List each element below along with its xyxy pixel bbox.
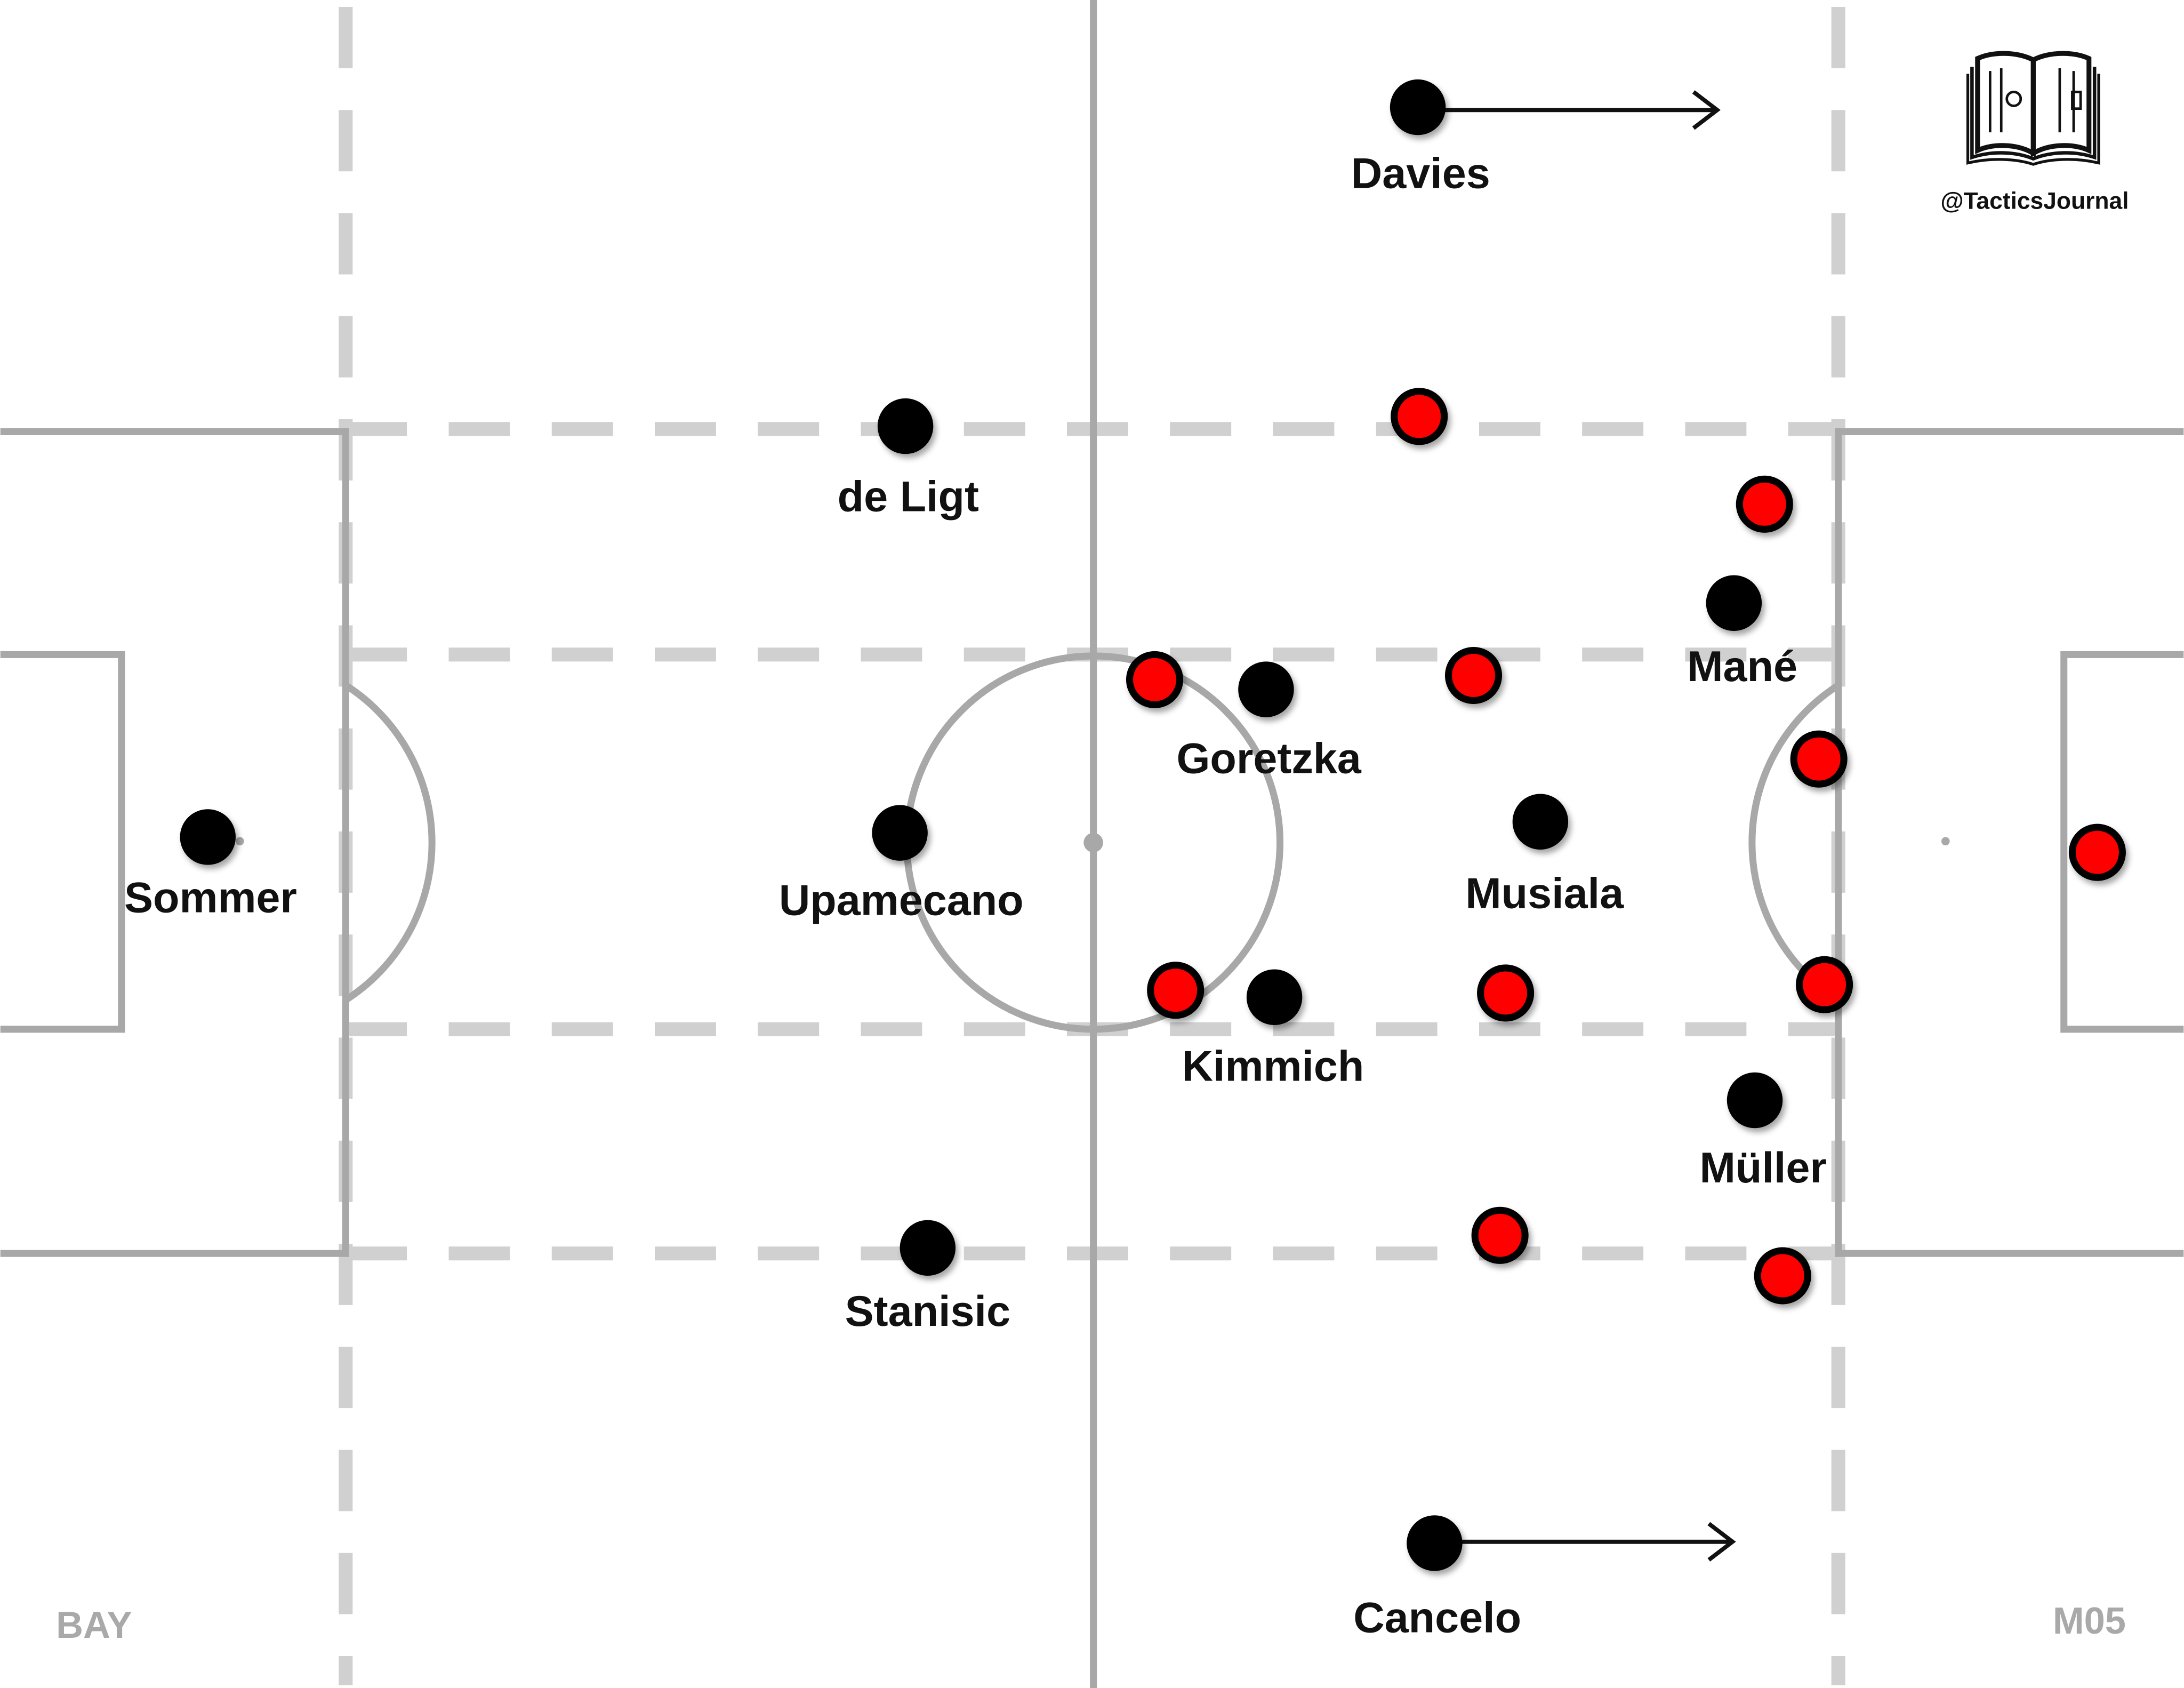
player-label: Goretzka (1176, 734, 1361, 782)
centre-spot (1083, 833, 1103, 853)
movement-arrow-cancelo (1434, 1522, 1736, 1562)
player-label: Musiala (1465, 870, 1624, 918)
player-upamecano: Upamecano (779, 805, 1024, 925)
player-mane: Mané (1687, 575, 1797, 691)
player-muller: Müller (1700, 1072, 1827, 1192)
player-label: Sommer (124, 874, 297, 922)
player-label: Mané (1687, 643, 1797, 691)
player-label: de Ligt (838, 473, 979, 521)
player-marker (1727, 1072, 1783, 1129)
player-kimmich: Kimmich (1182, 969, 1364, 1090)
open-book-icon (1966, 51, 2100, 166)
player-cancelo: Cancelo (1353, 1515, 1521, 1642)
player-label: Davies (1351, 150, 1490, 198)
player-marker (1512, 794, 1569, 850)
player-label: Stanisic (845, 1287, 1010, 1335)
away-player-marker (1126, 651, 1184, 708)
penalty-spot-left (235, 837, 244, 846)
player-musiala: Musiala (1465, 794, 1624, 918)
player-marker (1706, 575, 1762, 631)
player-marker (877, 398, 934, 454)
home-team-label: BAY (56, 1604, 132, 1646)
player-label: Upamecano (779, 877, 1024, 925)
player-marker (900, 1220, 956, 1276)
player-marker (872, 805, 928, 861)
player-goretzka: Goretzka (1176, 661, 1362, 782)
player-label: Müller (1700, 1144, 1827, 1192)
player-label: Cancelo (1353, 1594, 1521, 1642)
player-marker (1246, 969, 1303, 1025)
player-label: Kimmich (1182, 1042, 1364, 1090)
away-player-marker (1754, 1247, 1811, 1305)
player-de-ligt: de Ligt (838, 398, 979, 521)
watermark-handle: @TacticsJournal (1940, 188, 2129, 214)
away-player-marker (1736, 475, 1793, 533)
away-player-marker (1471, 1206, 1529, 1264)
penalty-spot-right (1941, 837, 1950, 846)
away-player-marker (1147, 962, 1205, 1019)
away-player-marker (1391, 388, 1448, 445)
away-player-marker (1444, 646, 1503, 705)
player-stanisic: Stanisic (845, 1220, 1010, 1335)
player-marker (1238, 661, 1294, 717)
away-player-marker (1790, 730, 1848, 788)
player-davies: Davies (1351, 79, 1490, 198)
player-marker (180, 809, 236, 865)
away-player-marker (2068, 823, 2126, 881)
away-players (1126, 388, 2126, 1305)
player-marker (1407, 1515, 1463, 1571)
movement-arrow-davies (1418, 90, 1721, 130)
home-players: Sommer de Ligt Upamecano Stanisic Davies… (124, 79, 1827, 1642)
away-team-label: M05 (2053, 1599, 2126, 1642)
player-marker (1390, 79, 1446, 135)
player-sommer: Sommer (124, 809, 297, 922)
away-player-marker (1477, 964, 1535, 1022)
away-player-marker (1796, 956, 1853, 1013)
